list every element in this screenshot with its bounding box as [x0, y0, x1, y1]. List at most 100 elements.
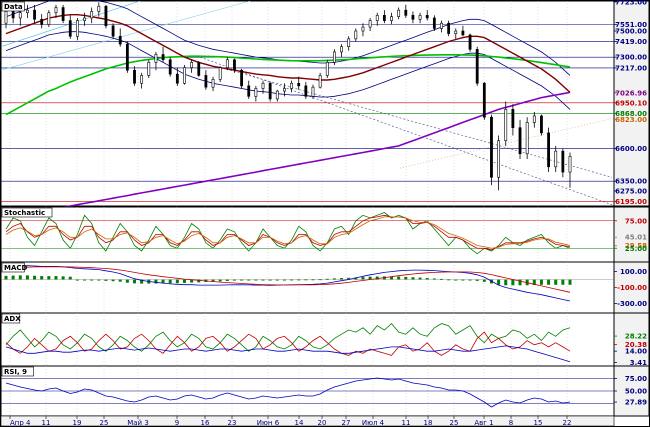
macd-histogram-bar [168, 279, 172, 284]
macd-histogram-bar [275, 279, 279, 281]
macd-histogram-bar [118, 279, 122, 282]
x-tick-label: 25 [100, 419, 109, 427]
panel-0-tick-label: 6195.00 [615, 198, 647, 206]
candle-body [33, 9, 36, 20]
macd-histogram-bar [397, 276, 401, 280]
candle-body [432, 17, 436, 29]
macd-histogram-bar [197, 279, 201, 283]
candle-body [11, 11, 15, 19]
panel-2-tick-label: -100.00 [617, 284, 647, 292]
candle-body [375, 15, 379, 21]
macd-histogram-bar [390, 276, 394, 280]
ma-fast-line [5, 13, 571, 93]
panel-0-tick-label: 6350.00 [615, 178, 647, 186]
macd-histogram-bar [425, 278, 429, 280]
panel-0-tick-label: 7217.00 [615, 64, 647, 72]
panel-0-tick-label: 7500.00 [615, 28, 647, 36]
candle-body [111, 25, 115, 37]
candle-body [411, 15, 415, 20]
macd-histogram-bar [447, 279, 451, 281]
macd-histogram-bar [332, 278, 336, 280]
macd-histogram-bar [33, 275, 37, 280]
macd-histogram-bar [411, 277, 415, 280]
panel-2-title-box [1, 262, 25, 273]
x-tick-label: Июн 6 [257, 419, 280, 427]
candle-body [168, 59, 172, 75]
candle-body [554, 150, 558, 168]
candle-body [325, 62, 329, 76]
panel-4-series-0 [5, 377, 571, 408]
macd-histogram-bar [268, 279, 272, 281]
candle-body [525, 122, 529, 155]
panel-3-tick-label: 3.41 [630, 359, 647, 367]
macd-histogram-bar [290, 279, 294, 281]
panel-0-title: Data [4, 3, 23, 11]
x-tick-label: 16 [201, 419, 210, 427]
panel-3-tick-label: 14.00 [625, 348, 647, 356]
macd-histogram-bar [340, 278, 344, 280]
candle-body [54, 7, 58, 14]
macd-histogram-bar [375, 276, 379, 280]
panel-3-series-0 [5, 323, 571, 352]
panel-0-tick-label: 6275.00 [615, 187, 647, 195]
x-axis-bar [0, 415, 615, 427]
candle-body [440, 22, 443, 29]
candle-body [540, 115, 543, 134]
macd-histogram-bar [61, 276, 65, 280]
panel-0-axis [613, 0, 650, 207]
panel-1-tick-label: 75.00 [625, 217, 647, 225]
candle-body [261, 82, 265, 89]
macd-histogram-bar [368, 276, 372, 280]
macd-histogram-bar [75, 279, 79, 281]
macd-histogram-bar [140, 279, 144, 284]
trendline-dashed-1 [199, 56, 613, 205]
macd-histogram-bar [211, 279, 215, 282]
candle-body [532, 115, 536, 123]
panel-3-tick-label: 20.38 [625, 341, 647, 349]
macd-histogram-bar [90, 279, 94, 281]
candle-body [340, 46, 343, 53]
macd-histogram-bar [504, 279, 508, 286]
panel-2-tick-label: -300.00 [617, 300, 647, 308]
macd-histogram-bar [418, 277, 422, 280]
x-tick-label: 18 [424, 419, 433, 427]
panel-1-series-2 [5, 216, 571, 249]
candle-body [283, 88, 286, 92]
macd-histogram-bar [454, 279, 458, 281]
macd-histogram-bar [83, 279, 87, 281]
candle-body [290, 82, 293, 89]
candle-body [475, 49, 479, 84]
macd-histogram-bar [518, 279, 522, 286]
candle-body [218, 67, 222, 80]
macd-histogram-bar [104, 279, 108, 281]
candle-body [90, 11, 94, 19]
candle-body [211, 79, 215, 88]
macd-histogram-bar [539, 279, 543, 285]
panel-2-title: MACD [4, 264, 28, 272]
x-tick-label: 14 [295, 419, 304, 427]
candle-body [233, 59, 236, 71]
x-tick-label: 20 [318, 419, 327, 427]
macd-histogram-bar [568, 279, 572, 285]
panel-4-axis [613, 365, 650, 417]
macd-histogram-bar [240, 279, 244, 281]
macd-histogram-bar [232, 279, 236, 281]
x-tick-label: 15 [534, 419, 543, 427]
panel-3-title: ADX [4, 315, 21, 323]
x-tick-label: Июл 4 [362, 419, 385, 427]
panel-1-title: Stochastic [4, 209, 45, 217]
panel-1-series-1 [5, 214, 571, 251]
candle-body [297, 82, 301, 87]
trendline-cyan-2 [0, 0, 251, 71]
panel-0-plot [0, 0, 615, 207]
macd-histogram-bar [190, 279, 194, 283]
candle-body [361, 26, 365, 32]
candle-body [511, 109, 515, 128]
candle-body [247, 85, 251, 97]
candle-body [140, 75, 144, 84]
macd-histogram-bar [325, 278, 329, 280]
candle-body [333, 51, 336, 63]
ma-slow-line [5, 91, 571, 219]
panel-2-tick-label: 100.00 [620, 268, 647, 276]
